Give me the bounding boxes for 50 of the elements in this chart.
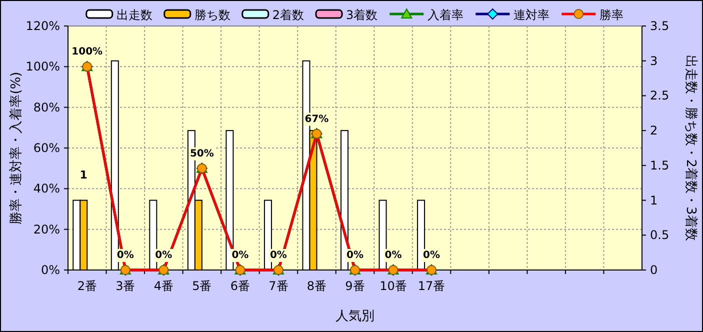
data-label: 0% — [423, 250, 440, 261]
y-tick-label: 120% — [26, 19, 60, 33]
x-tick-label: 8番 — [306, 279, 327, 293]
legend-label: 勝ち数 — [194, 8, 230, 22]
x-tick-label: 9番 — [345, 279, 365, 293]
y-tick-label: 0% — [40, 263, 60, 277]
y2-tick-label: 0 — [650, 263, 658, 277]
x-tick-label: 10番 — [380, 279, 407, 293]
legend-label: 入着率 — [428, 8, 464, 22]
x-tick-label: 2番 — [77, 279, 97, 293]
y2-axis-title: 出走数・勝ち数・2着数・3着数 — [683, 55, 699, 241]
data-label: 0% — [116, 250, 134, 261]
data-label: 100% — [72, 46, 103, 58]
x-tick-label: 4番 — [154, 279, 174, 293]
x-tick-label: 7番 — [268, 279, 288, 293]
data-label: 0% — [232, 250, 249, 261]
data-label: 0% — [346, 250, 364, 261]
legend-label: 出走数 — [116, 8, 152, 22]
legend-label: 3着数 — [346, 8, 378, 22]
y2-tick-label: 2 — [650, 124, 658, 138]
y2-tick-label: 3.5 — [650, 19, 670, 33]
y-tick-label: 80% — [33, 100, 60, 114]
legend-label: 連対率 — [514, 8, 550, 22]
bar — [149, 200, 158, 270]
bar — [264, 200, 272, 270]
legend-label: 2着数 — [272, 8, 304, 22]
x-tick-label: 3番 — [116, 279, 136, 293]
bar — [417, 200, 426, 270]
y2-tick-label: 0.5 — [650, 228, 670, 242]
x-tick-label: 17番 — [418, 279, 446, 293]
data-label: 1 — [80, 168, 88, 182]
x-tick-label: 5番 — [192, 279, 212, 293]
x-axis-title: 人気別 — [336, 309, 374, 324]
data-label: 0% — [270, 250, 287, 261]
data-label: 0% — [155, 250, 172, 261]
y2-tick-label: 1.5 — [650, 158, 670, 172]
y-tick-label: 100% — [26, 60, 60, 74]
y-tick-label: 40% — [33, 182, 60, 196]
y2-tick-label: 3 — [650, 54, 658, 68]
x-tick-label: 6番 — [230, 279, 250, 293]
bar — [378, 200, 387, 270]
data-label: 67% — [304, 114, 329, 125]
legend-label: 勝率 — [600, 8, 624, 22]
y-tick-label: 60% — [33, 141, 60, 155]
y-axis-title: 勝率・連対率・入着率(%) — [8, 72, 24, 224]
y2-tick-label: 1 — [650, 193, 658, 208]
data-label: 0% — [384, 250, 402, 261]
y-tick-label: 20% — [33, 222, 60, 236]
y2-tick-label: 2.5 — [650, 88, 670, 103]
data-label: 50% — [190, 148, 214, 160]
